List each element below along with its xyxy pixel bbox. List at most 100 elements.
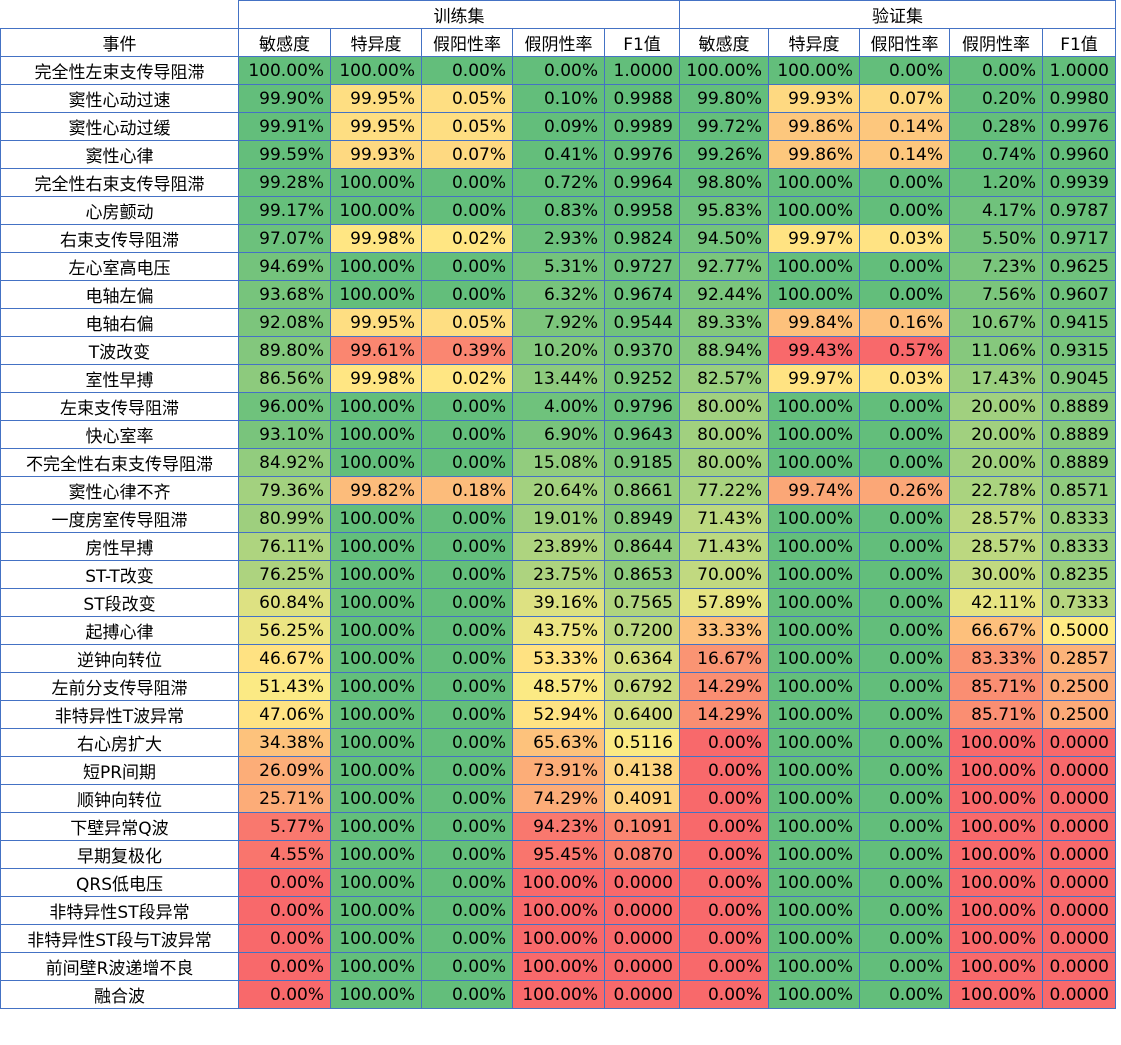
val-f1-cell: 0.7333 bbox=[1042, 588, 1116, 617]
train-fpr-cell: 0.00% bbox=[421, 980, 513, 1009]
val-group-header: 验证集 bbox=[679, 0, 1116, 29]
val-fpr-cell: 0.00% bbox=[859, 812, 950, 841]
train-fpr-cell: 0.18% bbox=[421, 476, 513, 505]
train-f1-cell: 0.0000 bbox=[604, 896, 680, 925]
train-specificity-cell: 100.00% bbox=[330, 280, 422, 309]
val-fpr-cell: 0.00% bbox=[859, 868, 950, 897]
train-sensitivity-cell: 60.84% bbox=[238, 588, 331, 617]
train-fnr-cell: 10.20% bbox=[512, 336, 605, 365]
event-name-cell: 窦性心律不齐 bbox=[0, 476, 239, 505]
train-f1-cell: 0.9727 bbox=[604, 252, 680, 281]
train-sensitivity-header: 敏感度 bbox=[238, 28, 331, 57]
train-sensitivity-cell: 93.68% bbox=[238, 280, 331, 309]
table-row: 左束支传导阻滞 96.00% 100.00% 0.00% 4.00% 0.9796 80.0… bbox=[0, 392, 1116, 421]
val-fpr-cell: 0.00% bbox=[859, 420, 950, 449]
val-sensitivity-cell: 95.83% bbox=[679, 196, 769, 225]
val-fpr-cell: 0.14% bbox=[859, 140, 950, 169]
val-sensitivity-cell: 0.00% bbox=[679, 812, 769, 841]
event-name-cell: T波改变 bbox=[0, 336, 239, 365]
val-fpr-cell: 0.00% bbox=[859, 672, 950, 701]
val-fpr-cell: 0.00% bbox=[859, 980, 950, 1009]
train-fpr-cell: 0.00% bbox=[421, 672, 513, 701]
train-f1-cell: 0.0000 bbox=[604, 924, 680, 953]
train-sensitivity-cell: 26.09% bbox=[238, 756, 331, 785]
val-fpr-cell: 0.00% bbox=[859, 252, 950, 281]
train-fnr-cell: 7.92% bbox=[512, 308, 605, 337]
event-name-cell: 前间壁R波递增不良 bbox=[0, 952, 239, 981]
val-f1-cell: 1.0000 bbox=[1042, 56, 1116, 85]
train-specificity-cell: 100.00% bbox=[330, 560, 422, 589]
val-specificity-cell: 100.00% bbox=[768, 812, 860, 841]
val-fnr-cell: 100.00% bbox=[949, 784, 1043, 813]
val-sensitivity-cell: 0.00% bbox=[679, 840, 769, 869]
val-f1-cell: 0.0000 bbox=[1042, 952, 1116, 981]
val-specificity-cell: 100.00% bbox=[768, 588, 860, 617]
val-f1-cell: 0.0000 bbox=[1042, 756, 1116, 785]
train-f1-cell: 0.4091 bbox=[604, 784, 680, 813]
table-row: 非特异性ST段与T波异常 0.00% 100.00% 0.00% 100.00% 0.00… bbox=[0, 924, 1116, 953]
val-f1-cell: 0.8571 bbox=[1042, 476, 1116, 505]
train-sensitivity-cell: 97.07% bbox=[238, 224, 331, 253]
train-group-header: 训练集 bbox=[238, 0, 680, 29]
event-name-cell: 一度房室传导阻滞 bbox=[0, 504, 239, 533]
train-f1-cell: 0.8661 bbox=[604, 476, 680, 505]
val-fpr-cell: 0.03% bbox=[859, 364, 950, 393]
val-specificity-cell: 100.00% bbox=[768, 896, 860, 925]
train-specificity-cell: 100.00% bbox=[330, 644, 422, 673]
val-fnr-cell: 42.11% bbox=[949, 588, 1043, 617]
train-sensitivity-cell: 25.71% bbox=[238, 784, 331, 813]
val-sensitivity-cell: 71.43% bbox=[679, 504, 769, 533]
train-fnr-cell: 23.75% bbox=[512, 560, 605, 589]
train-fnr-cell: 23.89% bbox=[512, 532, 605, 561]
val-f1-cell: 0.0000 bbox=[1042, 924, 1116, 953]
train-sensitivity-cell: 96.00% bbox=[238, 392, 331, 421]
val-specificity-cell: 99.86% bbox=[768, 112, 860, 141]
val-f1-cell: 0.0000 bbox=[1042, 980, 1116, 1009]
val-fpr-cell: 0.00% bbox=[859, 840, 950, 869]
val-fnr-cell: 100.00% bbox=[949, 728, 1043, 757]
metric-header-row: 事件 敏感度 特异度 假阳性率 假阴性率 F1值 敏感度 特异度 假阳性率 假阴… bbox=[0, 28, 1116, 57]
train-fnr-cell: 100.00% bbox=[512, 952, 605, 981]
table-row: 一度房室传导阻滞 80.99% 100.00% 0.00% 19.01% 0.8949 71… bbox=[0, 504, 1116, 533]
train-fpr-cell: 0.00% bbox=[421, 952, 513, 981]
val-sensitivity-cell: 0.00% bbox=[679, 868, 769, 897]
val-f1-cell: 0.9787 bbox=[1042, 196, 1116, 225]
table-row: 窦性心动过速 99.90% 99.95% 0.05% 0.10% 0.9988 99.80%… bbox=[0, 84, 1116, 113]
val-specificity-cell: 99.43% bbox=[768, 336, 860, 365]
table-row: 不完全性右束支传导阻滞 84.92% 100.00% 0.00% 15.08% 0.918… bbox=[0, 448, 1116, 477]
train-fnr-cell: 20.64% bbox=[512, 476, 605, 505]
val-specificity-cell: 99.74% bbox=[768, 476, 860, 505]
train-sensitivity-cell: 100.00% bbox=[238, 56, 331, 85]
train-fpr-cell: 0.00% bbox=[421, 840, 513, 869]
train-specificity-cell: 100.00% bbox=[330, 252, 422, 281]
train-fpr-cell: 0.00% bbox=[421, 532, 513, 561]
val-specificity-cell: 100.00% bbox=[768, 868, 860, 897]
train-fnr-cell: 65.63% bbox=[512, 728, 605, 757]
table-row: 窦性心动过缓 99.91% 99.95% 0.05% 0.09% 0.9989 99.72%… bbox=[0, 112, 1116, 141]
train-fpr-cell: 0.00% bbox=[421, 756, 513, 785]
val-specificity-cell: 100.00% bbox=[768, 252, 860, 281]
train-specificity-cell: 99.98% bbox=[330, 364, 422, 393]
val-fpr-cell: 0.00% bbox=[859, 616, 950, 645]
val-sensitivity-cell: 80.00% bbox=[679, 448, 769, 477]
train-specificity-cell: 100.00% bbox=[330, 896, 422, 925]
train-specificity-cell: 100.00% bbox=[330, 420, 422, 449]
train-f1-cell: 0.7565 bbox=[604, 588, 680, 617]
val-f1-cell: 0.9717 bbox=[1042, 224, 1116, 253]
val-f1-cell: 0.8889 bbox=[1042, 448, 1116, 477]
train-sensitivity-cell: 93.10% bbox=[238, 420, 331, 449]
table-row: 窦性心律 99.59% 99.93% 0.07% 0.41% 0.9976 99.26% 99… bbox=[0, 140, 1116, 169]
val-sensitivity-cell: 57.89% bbox=[679, 588, 769, 617]
val-f1-cell: 0.0000 bbox=[1042, 728, 1116, 757]
train-fnr-cell: 19.01% bbox=[512, 504, 605, 533]
train-f1-cell: 0.9989 bbox=[604, 112, 680, 141]
train-fpr-cell: 0.00% bbox=[421, 252, 513, 281]
val-fpr-cell: 0.00% bbox=[859, 756, 950, 785]
group-header-row: 训练集 验证集 bbox=[0, 0, 1116, 29]
val-f1-cell: 0.8889 bbox=[1042, 392, 1116, 421]
val-sensitivity-cell: 99.26% bbox=[679, 140, 769, 169]
val-fpr-cell: 0.00% bbox=[859, 448, 950, 477]
event-name-cell: 完全性右束支传导阻滞 bbox=[0, 168, 239, 197]
val-fnr-cell: 100.00% bbox=[949, 980, 1043, 1009]
val-fpr-cell: 0.00% bbox=[859, 644, 950, 673]
